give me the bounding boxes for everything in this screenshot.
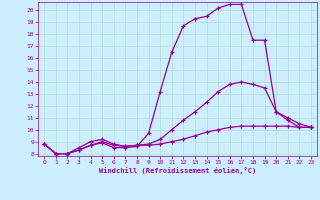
- X-axis label: Windchill (Refroidissement éolien,°C): Windchill (Refroidissement éolien,°C): [99, 167, 256, 174]
